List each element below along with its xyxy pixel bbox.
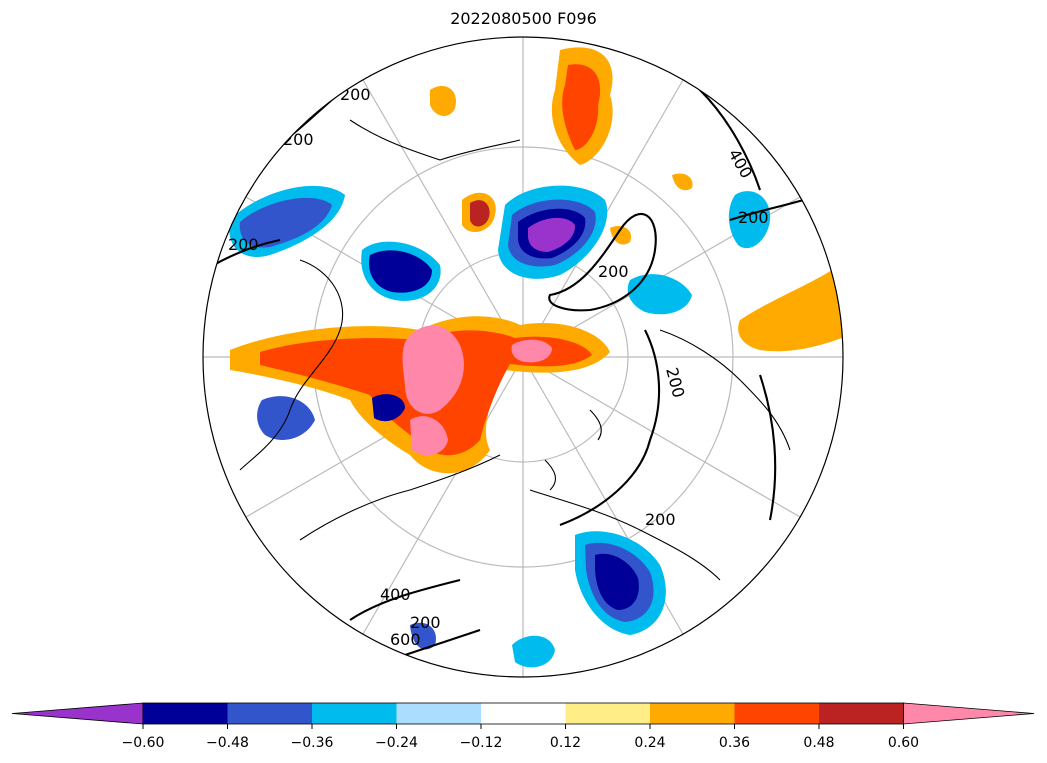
colorbar-tick-label: −0.48 [206,735,249,751]
colorbar-box [650,703,735,724]
colorbar-box [312,703,397,724]
colorbar-box [565,703,650,724]
contour-labels: 200 200 200 200 400 200 200 200 200 400 … [228,85,769,649]
colorbar-tick-label: 0.24 [634,735,665,751]
colorbar-extend-low [11,702,144,725]
colorbar-tick-label: −0.60 [122,735,165,751]
contour-label: 200 [738,208,769,227]
colorbar-tick-label: −0.24 [375,735,418,751]
colorbar-tick-label: −0.36 [291,735,334,751]
colorbar-tick-label: 0.60 [888,735,919,751]
map-boundary [202,36,844,678]
colorbar-boxes [11,702,1035,725]
contour-label: 200 [598,262,629,281]
colorbar-outline [142,702,904,725]
colorbar-box [396,703,481,724]
coastlines [239,119,791,581]
colorbar-box [227,703,312,724]
colorbar-box [734,703,819,724]
colorbar-tick-label: 0.48 [803,735,834,751]
map-disk: 200 200 200 200 400 200 200 200 200 400 … [203,37,843,677]
colorbar-tick-label: 0.36 [719,735,750,751]
colorbar-tick-label: −0.12 [460,735,503,751]
colorbar-ticks: −0.60 −0.48 −0.36 −0.24 −0.12 0.12 0.24 0.36 0.4… [122,724,919,751]
contour-label: 200 [410,613,441,632]
contour-label: 600 [390,630,421,649]
colorbar-tick-label: 0.12 [550,735,581,751]
contour-label: 400 [380,585,411,604]
polar-map: 200 200 200 200 400 200 200 200 200 400 … [202,36,844,678]
contour-label: 200 [228,235,259,254]
colorbar-extend-high [903,702,1035,725]
contour-label: 200 [645,510,676,529]
map-title: 2022080500 F096 [450,9,597,28]
colorbar-box [819,703,904,724]
colorbar-box [481,703,566,724]
colorbar-box [143,703,228,724]
anomaly-fields [229,47,843,668]
